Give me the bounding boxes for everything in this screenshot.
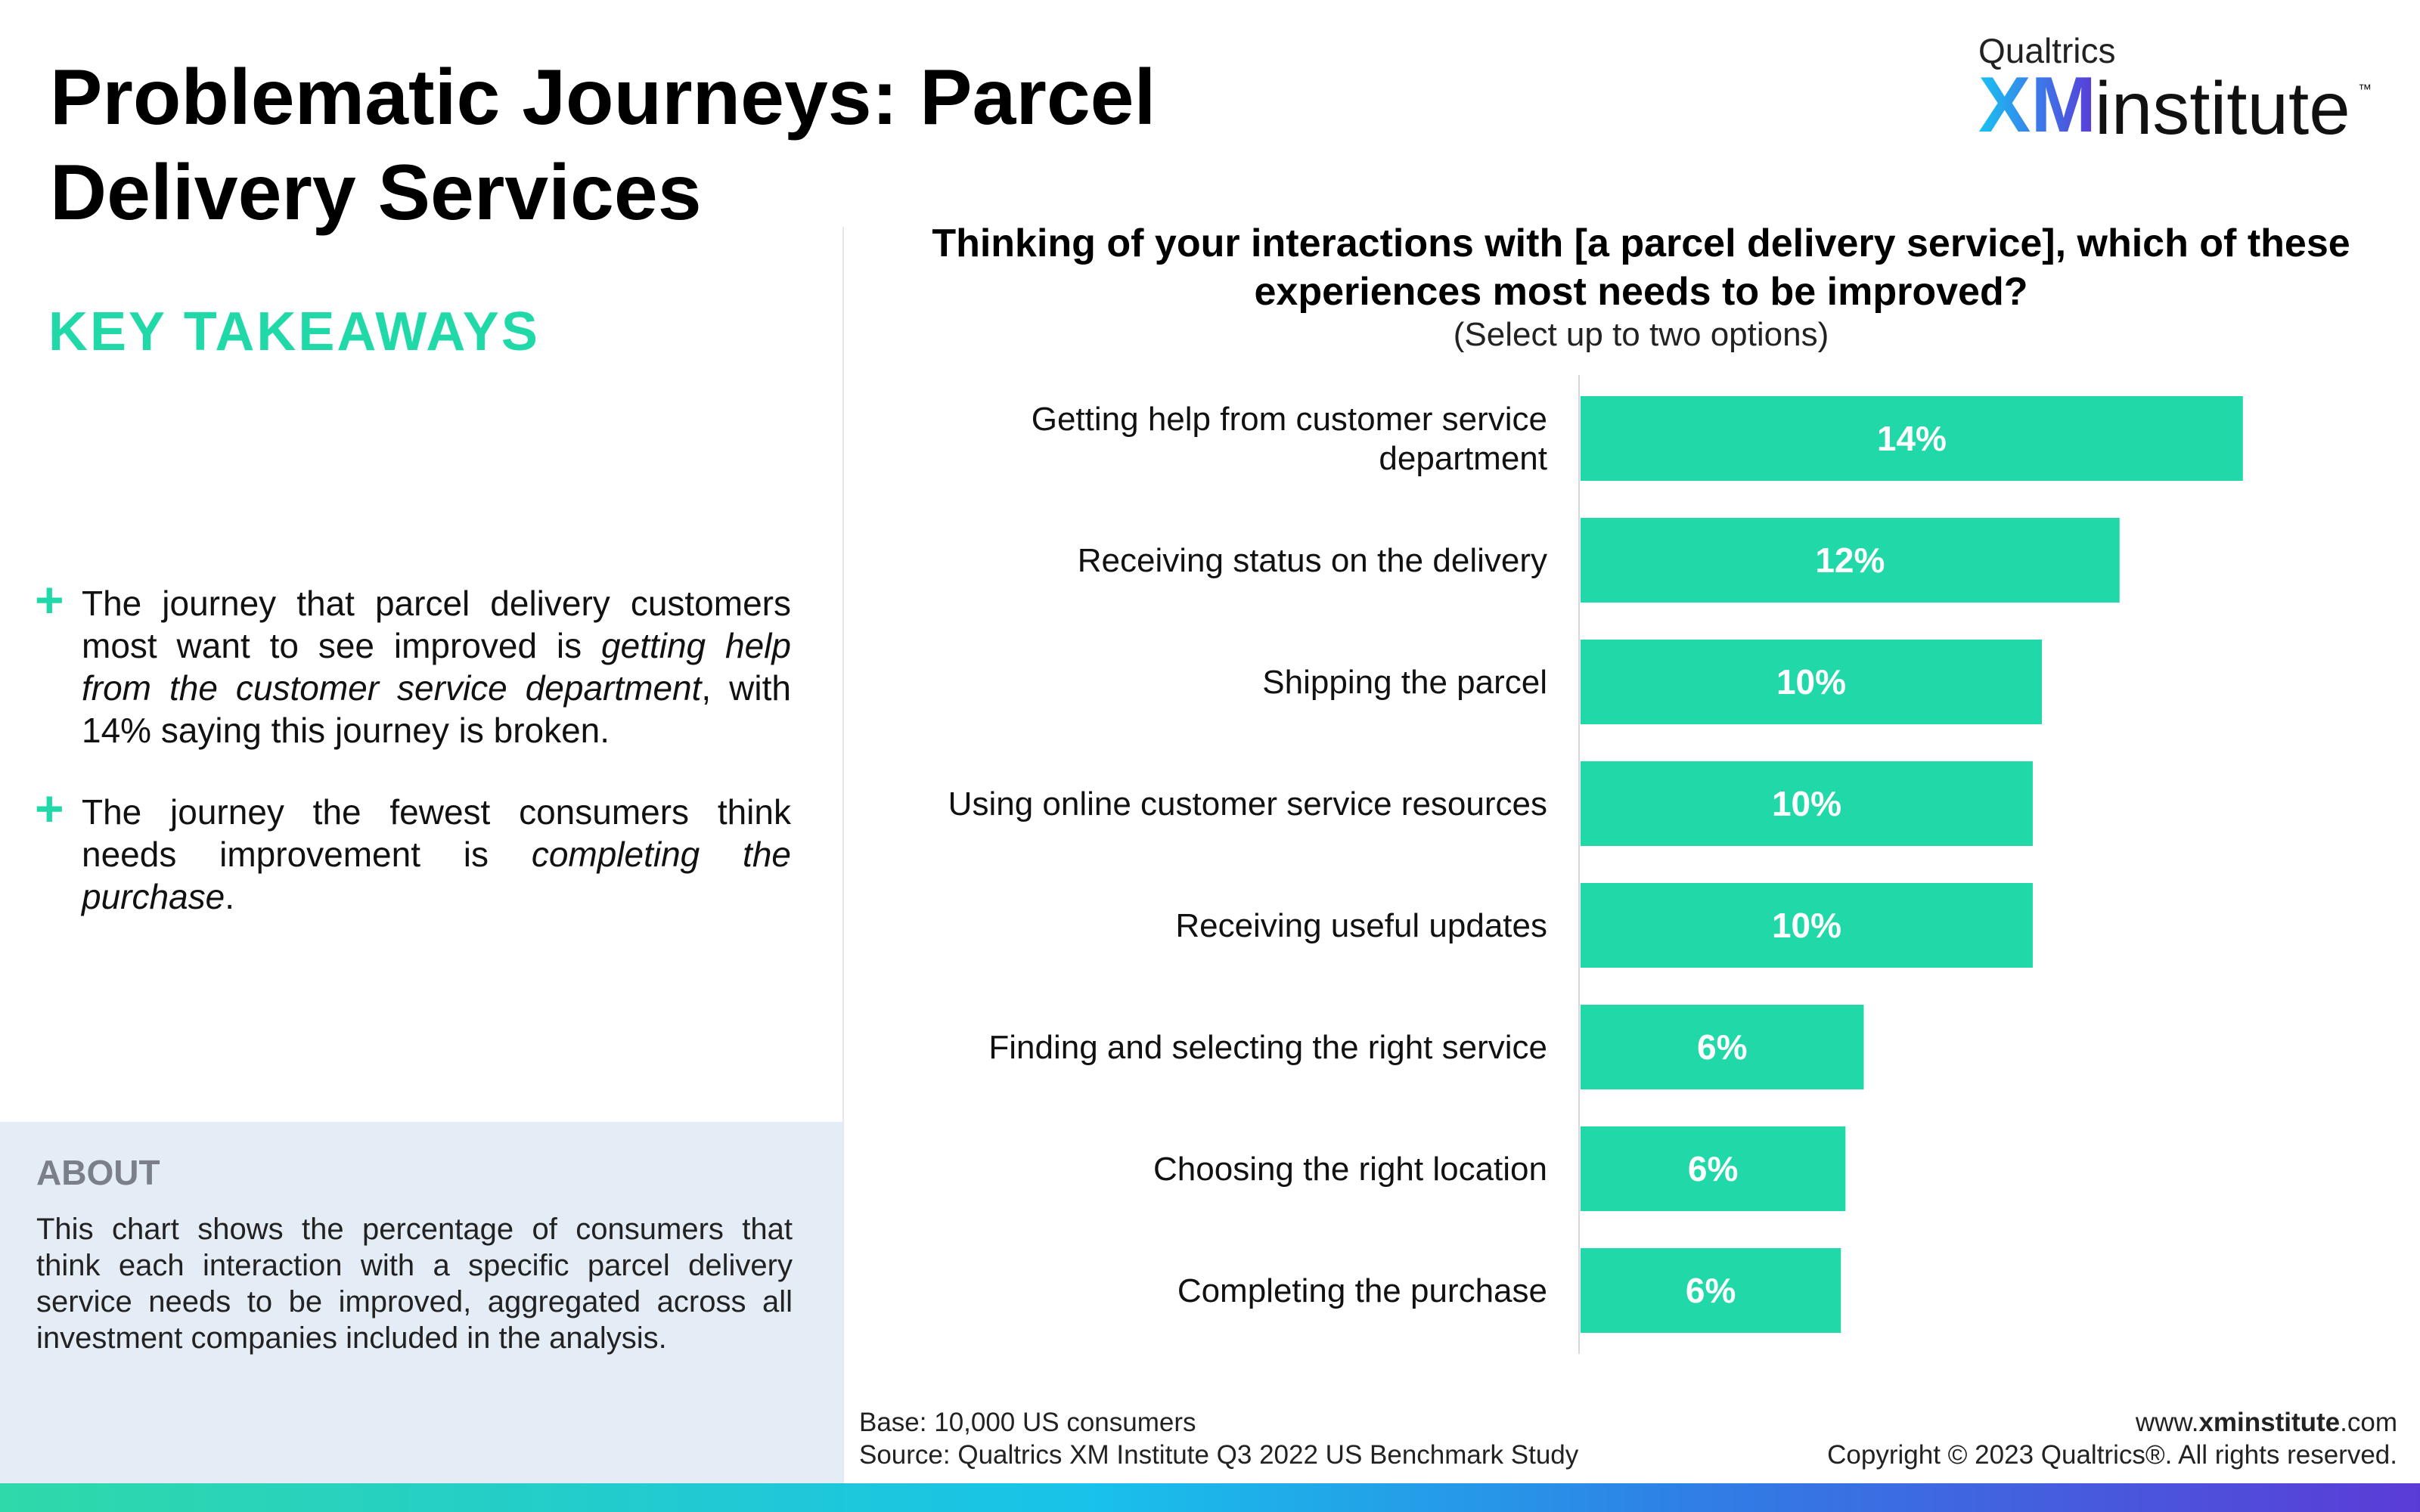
footer-copyright-text: Copyright © 2023 Qualtrics®. All rights … bbox=[1827, 1440, 2397, 1470]
chart-category-label-line: Shipping the parcel bbox=[1262, 664, 1547, 701]
chart-data-label: 10% bbox=[1776, 662, 1846, 702]
footer-url-prefix: www. bbox=[2135, 1408, 2199, 1437]
logo-trademark: ™ bbox=[2358, 82, 2372, 97]
takeaway-item: + The journey that parcel delivery custo… bbox=[35, 575, 791, 751]
about-panel bbox=[0, 1122, 842, 1483]
chart-category-label-line: Completing the purchase bbox=[1177, 1272, 1547, 1309]
chart-bar bbox=[1581, 518, 2120, 603]
chart-data-label: 12% bbox=[1815, 541, 1885, 580]
takeaway-text-emphasis: getting help from the customer service d… bbox=[82, 626, 791, 708]
chart-bar bbox=[1581, 1248, 1841, 1333]
chart-category-label-line: Receiving useful updates bbox=[1175, 907, 1547, 944]
chart-category-label: Receiving useful updates bbox=[1175, 907, 1547, 944]
chart-category-label-line: Getting help from customer service bbox=[1032, 401, 1547, 438]
key-takeaways-heading: KEY TAKEAWAYS bbox=[48, 302, 540, 362]
footer-source-text: Source: Qualtrics XM Institute Q3 2022 U… bbox=[859, 1440, 1579, 1470]
footer-copyright: www.xminstitute.com Copyright © 2023 Qua… bbox=[1827, 1406, 2397, 1471]
chart-data-label: 6% bbox=[1686, 1271, 1736, 1310]
takeaway-text-plain: , with 14% saying this journey is broken… bbox=[82, 668, 791, 750]
chart-subtitle: (Select up to two options) bbox=[1453, 316, 1829, 353]
footer-url-bold: xminstitute bbox=[2198, 1408, 2341, 1437]
takeaway-text: The journey the fewest consumers think n… bbox=[82, 791, 791, 918]
chart-bar bbox=[1581, 1005, 1864, 1089]
chart-category-label: Choosing the right location bbox=[1153, 1151, 1547, 1188]
chart-category-label: Receiving status on the delivery bbox=[1078, 542, 1547, 579]
takeaway-text-plain: The journey the fewest consumers think n… bbox=[82, 792, 791, 874]
chart-data-label: 14% bbox=[1877, 419, 1947, 458]
chart-bar bbox=[1581, 1126, 1846, 1211]
page-title: Problematic Journeys: Parcel Delivery Se… bbox=[50, 50, 1230, 240]
logo-institute-text: institute bbox=[2095, 67, 2350, 150]
chart-bar bbox=[1581, 640, 2043, 724]
chart-data-label: 6% bbox=[1688, 1149, 1738, 1188]
takeaway-text-plain: The journey that parcel delivery custome… bbox=[82, 584, 791, 665]
chart-category-label: Shipping the parcel bbox=[1262, 664, 1547, 701]
page-title-line-2: Delivery Services bbox=[50, 149, 702, 237]
takeaway-text-emphasis: completing the purchase bbox=[82, 835, 792, 916]
column-divider bbox=[842, 227, 844, 1512]
footer-website-link[interactable]: www.xminstitute.com bbox=[1827, 1406, 2397, 1439]
chart-category-label-line: Using online customer service resources bbox=[948, 785, 1547, 823]
chart-category-label: Finding and selecting the right service bbox=[988, 1029, 1547, 1066]
xm-institute-logo: Qualtrics XM institute ™ bbox=[1978, 30, 2387, 151]
chart-category-label-line: Receiving status on the delivery bbox=[1078, 542, 1547, 579]
chart-category-label: Completing the purchase bbox=[1177, 1272, 1547, 1309]
about-heading: ABOUT bbox=[36, 1153, 160, 1192]
logo-qualtrics-text: Qualtrics bbox=[1978, 31, 2116, 70]
chart-category-label-line: Choosing the right location bbox=[1153, 1151, 1547, 1188]
chart-bar bbox=[1581, 761, 2033, 846]
plus-icon: + bbox=[35, 572, 64, 627]
chart-category-label: Using online customer service resources bbox=[948, 785, 1547, 823]
logo-xm-text: XM bbox=[1978, 61, 2096, 149]
about-text: This chart shows the percentage of consu… bbox=[36, 1213, 793, 1355]
chart-category-label: Getting help from customer service depart… bbox=[1032, 401, 1547, 477]
brand-gradient-bar bbox=[0, 1483, 2420, 1512]
chart-data-label: 10% bbox=[1772, 784, 1841, 823]
takeaway-text-plain: . bbox=[225, 877, 235, 916]
chart-category-label-line: department bbox=[1379, 440, 1547, 477]
chart-bar bbox=[1581, 883, 2033, 968]
page-title-line-1: Problematic Journeys: Parcel bbox=[50, 54, 1156, 141]
footer-base-text: Base: 10,000 US consumers bbox=[859, 1408, 1196, 1437]
takeaway-text: The journey that parcel delivery custome… bbox=[82, 582, 791, 751]
footer-url-suffix: .com bbox=[2340, 1408, 2397, 1437]
footer-source: Base: 10,000 US consumers Source: Qualtr… bbox=[859, 1406, 1578, 1471]
chart-title: Thinking of your interactions with [a pa… bbox=[932, 222, 2350, 314]
chart-category-label-line: Finding and selecting the right service bbox=[988, 1029, 1547, 1066]
takeaway-item: + The journey the fewest consumers think… bbox=[35, 783, 791, 918]
chart-data-label: 6% bbox=[1697, 1027, 1747, 1067]
chart-bar bbox=[1581, 396, 2243, 481]
plus-icon: + bbox=[35, 780, 64, 836]
chart-data-label: 10% bbox=[1772, 906, 1841, 945]
